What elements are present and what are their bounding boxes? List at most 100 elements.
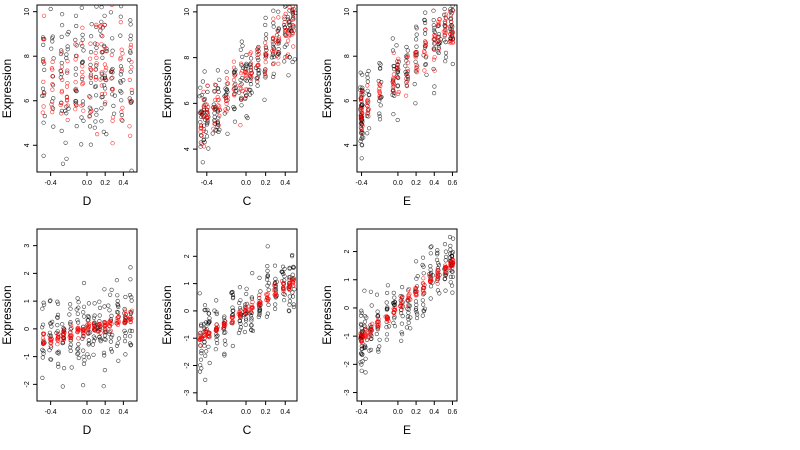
data-point-fitted [263, 51, 268, 56]
data-point-fitted [217, 113, 222, 118]
data-point-observed [202, 340, 207, 345]
data-point-observed [420, 262, 425, 268]
data-point-fitted [93, 67, 98, 72]
data-point-fitted [48, 335, 53, 340]
data-point-observed [73, 13, 79, 18]
data-point-observed [217, 127, 222, 132]
data-point-fitted [271, 35, 276, 40]
data-point-observed [202, 343, 207, 348]
data-point-observed [68, 348, 73, 354]
data-point-observed [214, 298, 219, 303]
data-point-fitted [224, 76, 229, 81]
data-point-observed [403, 63, 408, 68]
panel-bottom-right: -0.4 0.0 0.2 0.4 0.6 -3 -2 -1 0 1 2 E Expression [320, 228, 458, 437]
data-point-observed [56, 364, 61, 369]
data-point-observed [377, 114, 382, 119]
data-point-observed [262, 71, 268, 77]
data-point-fitted [276, 15, 281, 20]
data-point-fitted [291, 23, 296, 29]
data-point-observed [237, 90, 242, 95]
data-point-observed [102, 73, 107, 78]
data-point-observed [392, 324, 398, 329]
data-point-observed [359, 142, 364, 147]
y-tick-label: 4 [24, 143, 31, 147]
data-point-observed [442, 12, 447, 17]
data-point-observed [442, 277, 447, 282]
data-point-fitted [283, 28, 288, 33]
data-point-observed [91, 315, 97, 320]
data-point-observed [119, 90, 124, 95]
data-point-observed [205, 122, 210, 127]
data-point-fitted [256, 46, 261, 51]
data-point-fitted [55, 342, 60, 347]
data-point-observed [76, 355, 81, 361]
data-point-observed [359, 129, 364, 134]
data-point-observed [107, 292, 113, 297]
data-point-fitted [230, 315, 235, 321]
y-tick-label: 1 [24, 299, 31, 303]
data-point-observed [127, 57, 132, 63]
data-point-observed [243, 316, 248, 321]
data-point-fitted [399, 302, 404, 307]
x-tick-label: 0.2 [100, 409, 110, 416]
data-point-observed [88, 34, 94, 39]
data-point-fitted [450, 266, 455, 271]
data-point-fitted [244, 310, 249, 315]
x-tick-label: -0.4 [356, 409, 368, 416]
y-tick-label: 2 [184, 254, 191, 258]
data-point-observed [424, 72, 429, 77]
data-point-observed [232, 119, 238, 124]
data-point-observed [450, 290, 455, 295]
data-point-fitted [264, 52, 269, 57]
data-point-fitted [216, 123, 221, 128]
data-point-observed [116, 358, 121, 363]
data-point-observed [118, 72, 123, 77]
data-point-observed [282, 44, 287, 49]
data-point-observed [414, 259, 419, 264]
data-point-fitted [413, 289, 418, 294]
data-point-fitted [359, 99, 364, 104]
data-point-observed [358, 313, 364, 318]
data-point-observed [110, 70, 115, 75]
data-point-observed [238, 306, 243, 311]
data-point-observed [265, 283, 270, 288]
data-point-fitted [50, 105, 55, 110]
data-point-observed [111, 111, 117, 116]
data-point-observed [49, 36, 55, 41]
data-point-fitted [128, 315, 133, 320]
data-point-fitted [365, 97, 371, 102]
data-point-observed [79, 115, 84, 120]
data-point-fitted [212, 82, 218, 87]
data-point-observed [81, 118, 86, 123]
data-point-fitted [291, 44, 296, 49]
data-point-fitted [204, 110, 210, 115]
data-point-observed [50, 106, 56, 111]
data-point-observed [292, 287, 297, 292]
data-point-fitted [86, 325, 91, 330]
data-point-observed [129, 342, 134, 347]
data-point-fitted [390, 88, 395, 94]
data-point-fitted [414, 65, 419, 70]
data-point-observed [291, 264, 296, 269]
data-point-observed [51, 124, 56, 129]
data-point-observed [271, 20, 276, 26]
data-point-observed [212, 114, 217, 120]
x-tick-label: 0.0 [393, 409, 403, 416]
data-point-observed [74, 43, 79, 48]
data-point-observed [109, 287, 114, 293]
data-point-observed [358, 321, 364, 327]
data-point-observed [414, 302, 419, 308]
data-point-observed [413, 308, 418, 313]
data-point-observed [286, 308, 291, 313]
data-point-fitted [214, 327, 219, 332]
data-point-observed [99, 95, 104, 100]
data-point-observed [40, 35, 46, 40]
data-point-fitted [221, 320, 226, 326]
data-point-observed [395, 69, 400, 74]
data-point-fitted [273, 289, 279, 294]
data-point-observed [391, 301, 396, 306]
data-point-fitted [443, 265, 448, 270]
data-point-fitted [359, 115, 364, 120]
data-point-fitted [238, 310, 243, 315]
data-point-observed [271, 8, 276, 13]
